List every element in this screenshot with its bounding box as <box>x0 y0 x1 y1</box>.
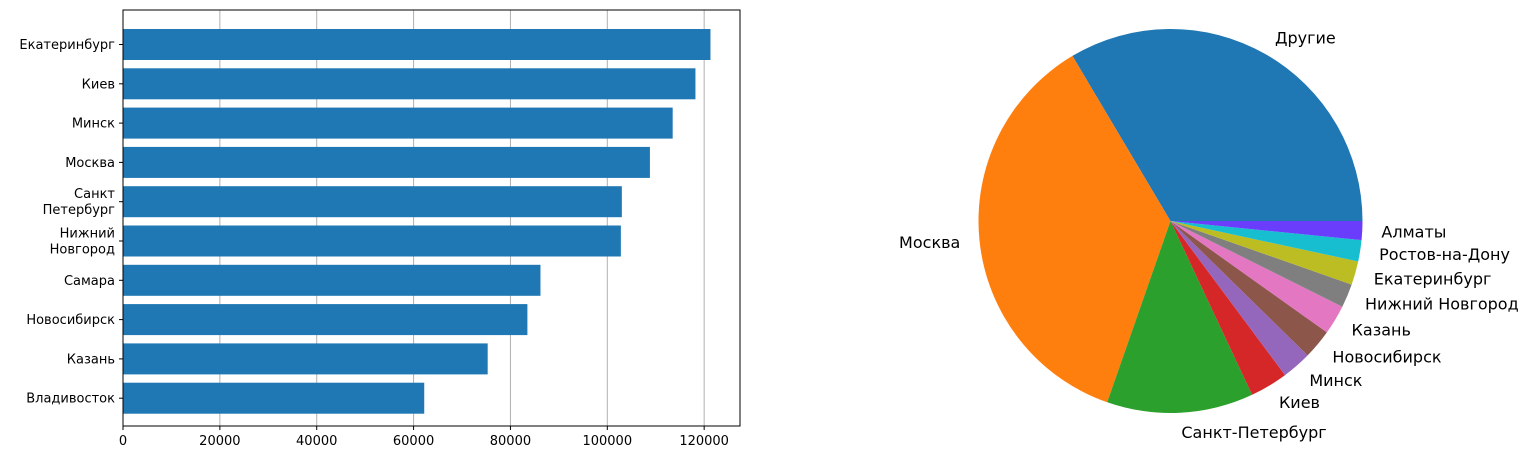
pie-slice <box>1107 221 1253 413</box>
pie-slice-label: Другие <box>1275 28 1336 47</box>
x-axis-ticks: 0 20000 40000 60000 80000 100000 120000 <box>119 426 729 449</box>
x-tick-label: 100000 <box>582 434 632 449</box>
pie-chart: Другие Москва Санкт-Петербург Киев Минск Ново… <box>899 28 1519 441</box>
bars <box>123 29 711 414</box>
bar <box>123 264 541 296</box>
y-tick-label: Владивосток <box>26 392 115 407</box>
y-tick-label: Екатеринбург <box>19 38 115 53</box>
y-tick-label: Казань <box>67 352 115 367</box>
pie-slice-label: Нижний Новгород <box>1365 294 1519 313</box>
y-tick-label: Новосибирск <box>26 313 115 328</box>
x-tick-label: 40000 <box>296 434 337 449</box>
y-tick-label: Киев <box>82 77 115 92</box>
bar <box>123 68 696 100</box>
y-tick-label-line: Минск <box>72 117 115 132</box>
x-tick-label: 0 <box>119 434 127 449</box>
y-tick-label: Самара <box>64 274 115 289</box>
pie-slice-label: Ростов-на-Дону <box>1379 245 1510 264</box>
pie-slice-label: Екатеринбург <box>1374 269 1492 288</box>
pie-slices <box>978 29 1363 413</box>
y-tick-label: Минск <box>72 117 115 132</box>
x-tick-label: 60000 <box>393 434 434 449</box>
pie-slice <box>1170 221 1359 285</box>
y-tick-label-line: Новосибирск <box>26 313 115 328</box>
pie-slice <box>1170 221 1286 395</box>
pie-slice <box>1170 221 1327 356</box>
bar <box>123 29 711 60</box>
y-tick-label-line: Киев <box>82 77 115 92</box>
pie-slice-label: Новосибирск <box>1332 348 1441 367</box>
y-tick-label-line: Санкт <box>74 187 115 202</box>
y-axis-ticks: Екатеринбург Киев Минск Москва Санкт Петербур… <box>19 38 123 407</box>
pie-slice <box>1170 221 1363 241</box>
y-tick-label: Нижний Новгород <box>50 227 115 258</box>
pie-slice <box>978 55 1171 403</box>
pie-slice-label: Казань <box>1352 321 1411 340</box>
y-tick-label-line: Самара <box>64 274 115 289</box>
y-tick-label-line: Екатеринбург <box>19 38 115 53</box>
pie-slice-label: Санкт-Петербург <box>1181 423 1326 442</box>
pie-slice-label: Киев <box>1279 393 1320 412</box>
bar <box>123 382 425 414</box>
x-tick-label: 20000 <box>199 434 240 449</box>
y-tick-label-line: Казань <box>67 352 115 367</box>
bar <box>123 225 621 257</box>
pie-slice-label: Алматы <box>1381 223 1446 242</box>
pie-slice-label: Минск <box>1309 371 1362 390</box>
y-tick-label-line: Новгород <box>50 243 115 258</box>
bar <box>123 107 673 139</box>
y-tick-label: Санкт Петербург <box>43 187 116 218</box>
pie-slice <box>1072 29 1363 222</box>
bar <box>123 146 650 178</box>
bar-chart: 0 20000 40000 60000 80000 100000 120000 Екатер… <box>19 9 741 449</box>
bar <box>123 304 528 336</box>
pie-slice <box>1170 221 1308 376</box>
x-tick-label: 120000 <box>679 434 729 449</box>
pie-slice <box>1170 221 1352 307</box>
y-tick-label: Москва <box>65 156 115 171</box>
pie-slice <box>1170 221 1362 262</box>
bar <box>123 343 488 375</box>
pie-slice <box>1170 221 1343 333</box>
x-tick-label: 80000 <box>490 434 531 449</box>
y-tick-label-line: Москва <box>65 156 115 171</box>
pie-slice-label: Москва <box>899 233 960 252</box>
pie-labels: Другие Москва Санкт-Петербург Киев Минск Ново… <box>899 28 1519 441</box>
plot-frame <box>122 9 741 427</box>
y-tick-label-line: Нижний <box>60 227 115 242</box>
bar <box>123 186 622 218</box>
y-tick-label-line: Петербург <box>43 203 116 218</box>
y-tick-label-line: Владивосток <box>26 392 115 407</box>
